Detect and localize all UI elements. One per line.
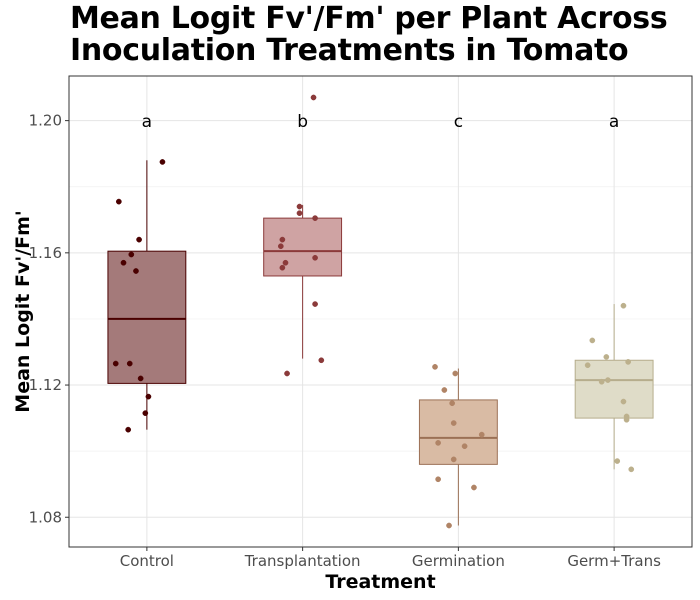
data-point — [310, 94, 317, 101]
data-point — [589, 337, 596, 344]
x-axis-title: Treatment — [325, 571, 435, 593]
box-transplantation — [263, 204, 343, 359]
box-germination — [418, 368, 498, 526]
data-point — [279, 236, 286, 243]
data-point — [478, 431, 485, 438]
data-point — [623, 416, 630, 423]
data-point — [136, 236, 142, 243]
data-point — [605, 377, 611, 383]
x-tick-label: Germination — [412, 552, 505, 570]
data-point — [126, 360, 133, 367]
data-point — [284, 370, 290, 377]
data-point — [620, 398, 627, 405]
data-point — [125, 426, 132, 433]
x-axis-ticks: Control Transplantation Germination Germ+Tr… — [120, 547, 661, 570]
data-point — [614, 458, 621, 464]
box-layer — [107, 160, 654, 526]
plot-panel-border — [68, 75, 693, 548]
data-point — [450, 420, 457, 426]
data-point — [318, 357, 325, 364]
data-point — [435, 476, 441, 483]
data-point — [296, 210, 303, 217]
data-point — [432, 364, 438, 370]
data-point — [120, 259, 127, 266]
data-point — [449, 400, 455, 407]
y-tick-label: 1.16 — [29, 244, 62, 262]
interquartile-box — [107, 250, 187, 384]
data-point — [312, 254, 318, 261]
data-point — [471, 484, 477, 491]
data-point — [461, 443, 468, 450]
data-point — [159, 159, 166, 165]
x-tick-label: Germ+Trans — [567, 552, 661, 570]
significance-letter: a — [142, 112, 152, 132]
interquartile-box — [263, 217, 343, 277]
data-point — [277, 243, 284, 250]
data-point — [279, 264, 286, 271]
data-point — [312, 215, 318, 221]
y-tick-label: 1.08 — [29, 508, 62, 526]
box-germ-trans — [574, 304, 654, 470]
y-axis-ticks: 1.08 1.12 1.16 1.20 — [29, 112, 69, 526]
y-axis-title: Mean Logit Fv'/Fm' — [12, 210, 34, 412]
x-tick-label: Control — [120, 552, 174, 570]
y-tick-label: 1.20 — [29, 112, 62, 130]
interquartile-box — [574, 359, 654, 419]
significance-letter: a — [609, 112, 619, 132]
box-control — [107, 160, 187, 430]
significance-letter: c — [454, 112, 463, 132]
interquartile-box — [418, 399, 498, 465]
chart-title-line-1: Mean Logit Fv'/Fm' per Plant Across — [70, 1, 668, 36]
data-point — [435, 440, 441, 446]
data-point — [142, 410, 149, 416]
x-tick-label: Transplantation — [244, 552, 361, 570]
data-point — [446, 522, 452, 529]
data-point — [620, 302, 627, 309]
chart-title-line-2: Inoculation Treatments in Tomato — [70, 33, 629, 68]
data-point — [625, 359, 631, 365]
data-point — [584, 362, 591, 369]
data-point — [137, 375, 144, 382]
data-point — [282, 259, 289, 266]
y-tick-label: 1.12 — [29, 376, 62, 394]
data-point — [115, 198, 122, 205]
data-point — [133, 268, 139, 274]
data-point — [296, 203, 303, 210]
data-point — [441, 387, 448, 393]
data-point — [145, 393, 152, 400]
data-points — [112, 94, 635, 529]
data-point — [112, 360, 119, 367]
data-point — [598, 378, 605, 385]
data-point — [450, 456, 457, 463]
significance-letter: b — [297, 112, 308, 132]
data-point — [128, 251, 135, 258]
data-point — [603, 354, 610, 360]
data-point — [312, 301, 318, 307]
data-point — [452, 370, 459, 377]
data-point — [628, 466, 635, 473]
